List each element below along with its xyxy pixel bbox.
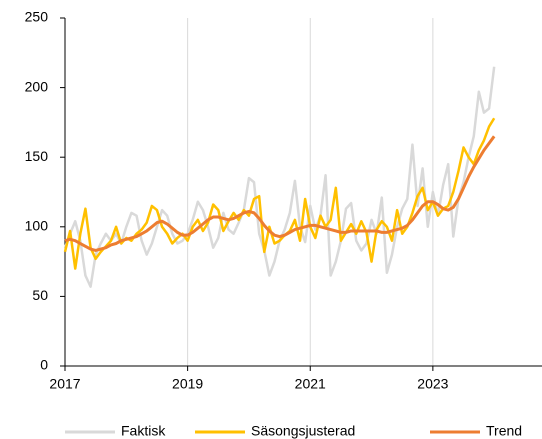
x-tick-label: 2023 (417, 376, 448, 392)
legend-label: Trend (486, 423, 522, 439)
y-tick-label: 200 (25, 78, 49, 94)
x-tick-label: 2021 (295, 376, 326, 392)
x-tick-label: 2019 (172, 376, 203, 392)
legend-label: Faktisk (121, 423, 166, 439)
x-tick-label: 2017 (49, 376, 80, 392)
y-tick-label: 250 (25, 9, 49, 25)
y-tick-label: 50 (32, 287, 48, 303)
legend-label: Säsongsjusterad (251, 423, 355, 439)
y-tick-label: 150 (25, 148, 49, 164)
series-line (63, 117, 496, 270)
series-line (64, 135, 496, 252)
y-tick-label: 100 (25, 218, 49, 234)
series-line (63, 66, 496, 288)
y-tick-label: 0 (40, 357, 48, 373)
